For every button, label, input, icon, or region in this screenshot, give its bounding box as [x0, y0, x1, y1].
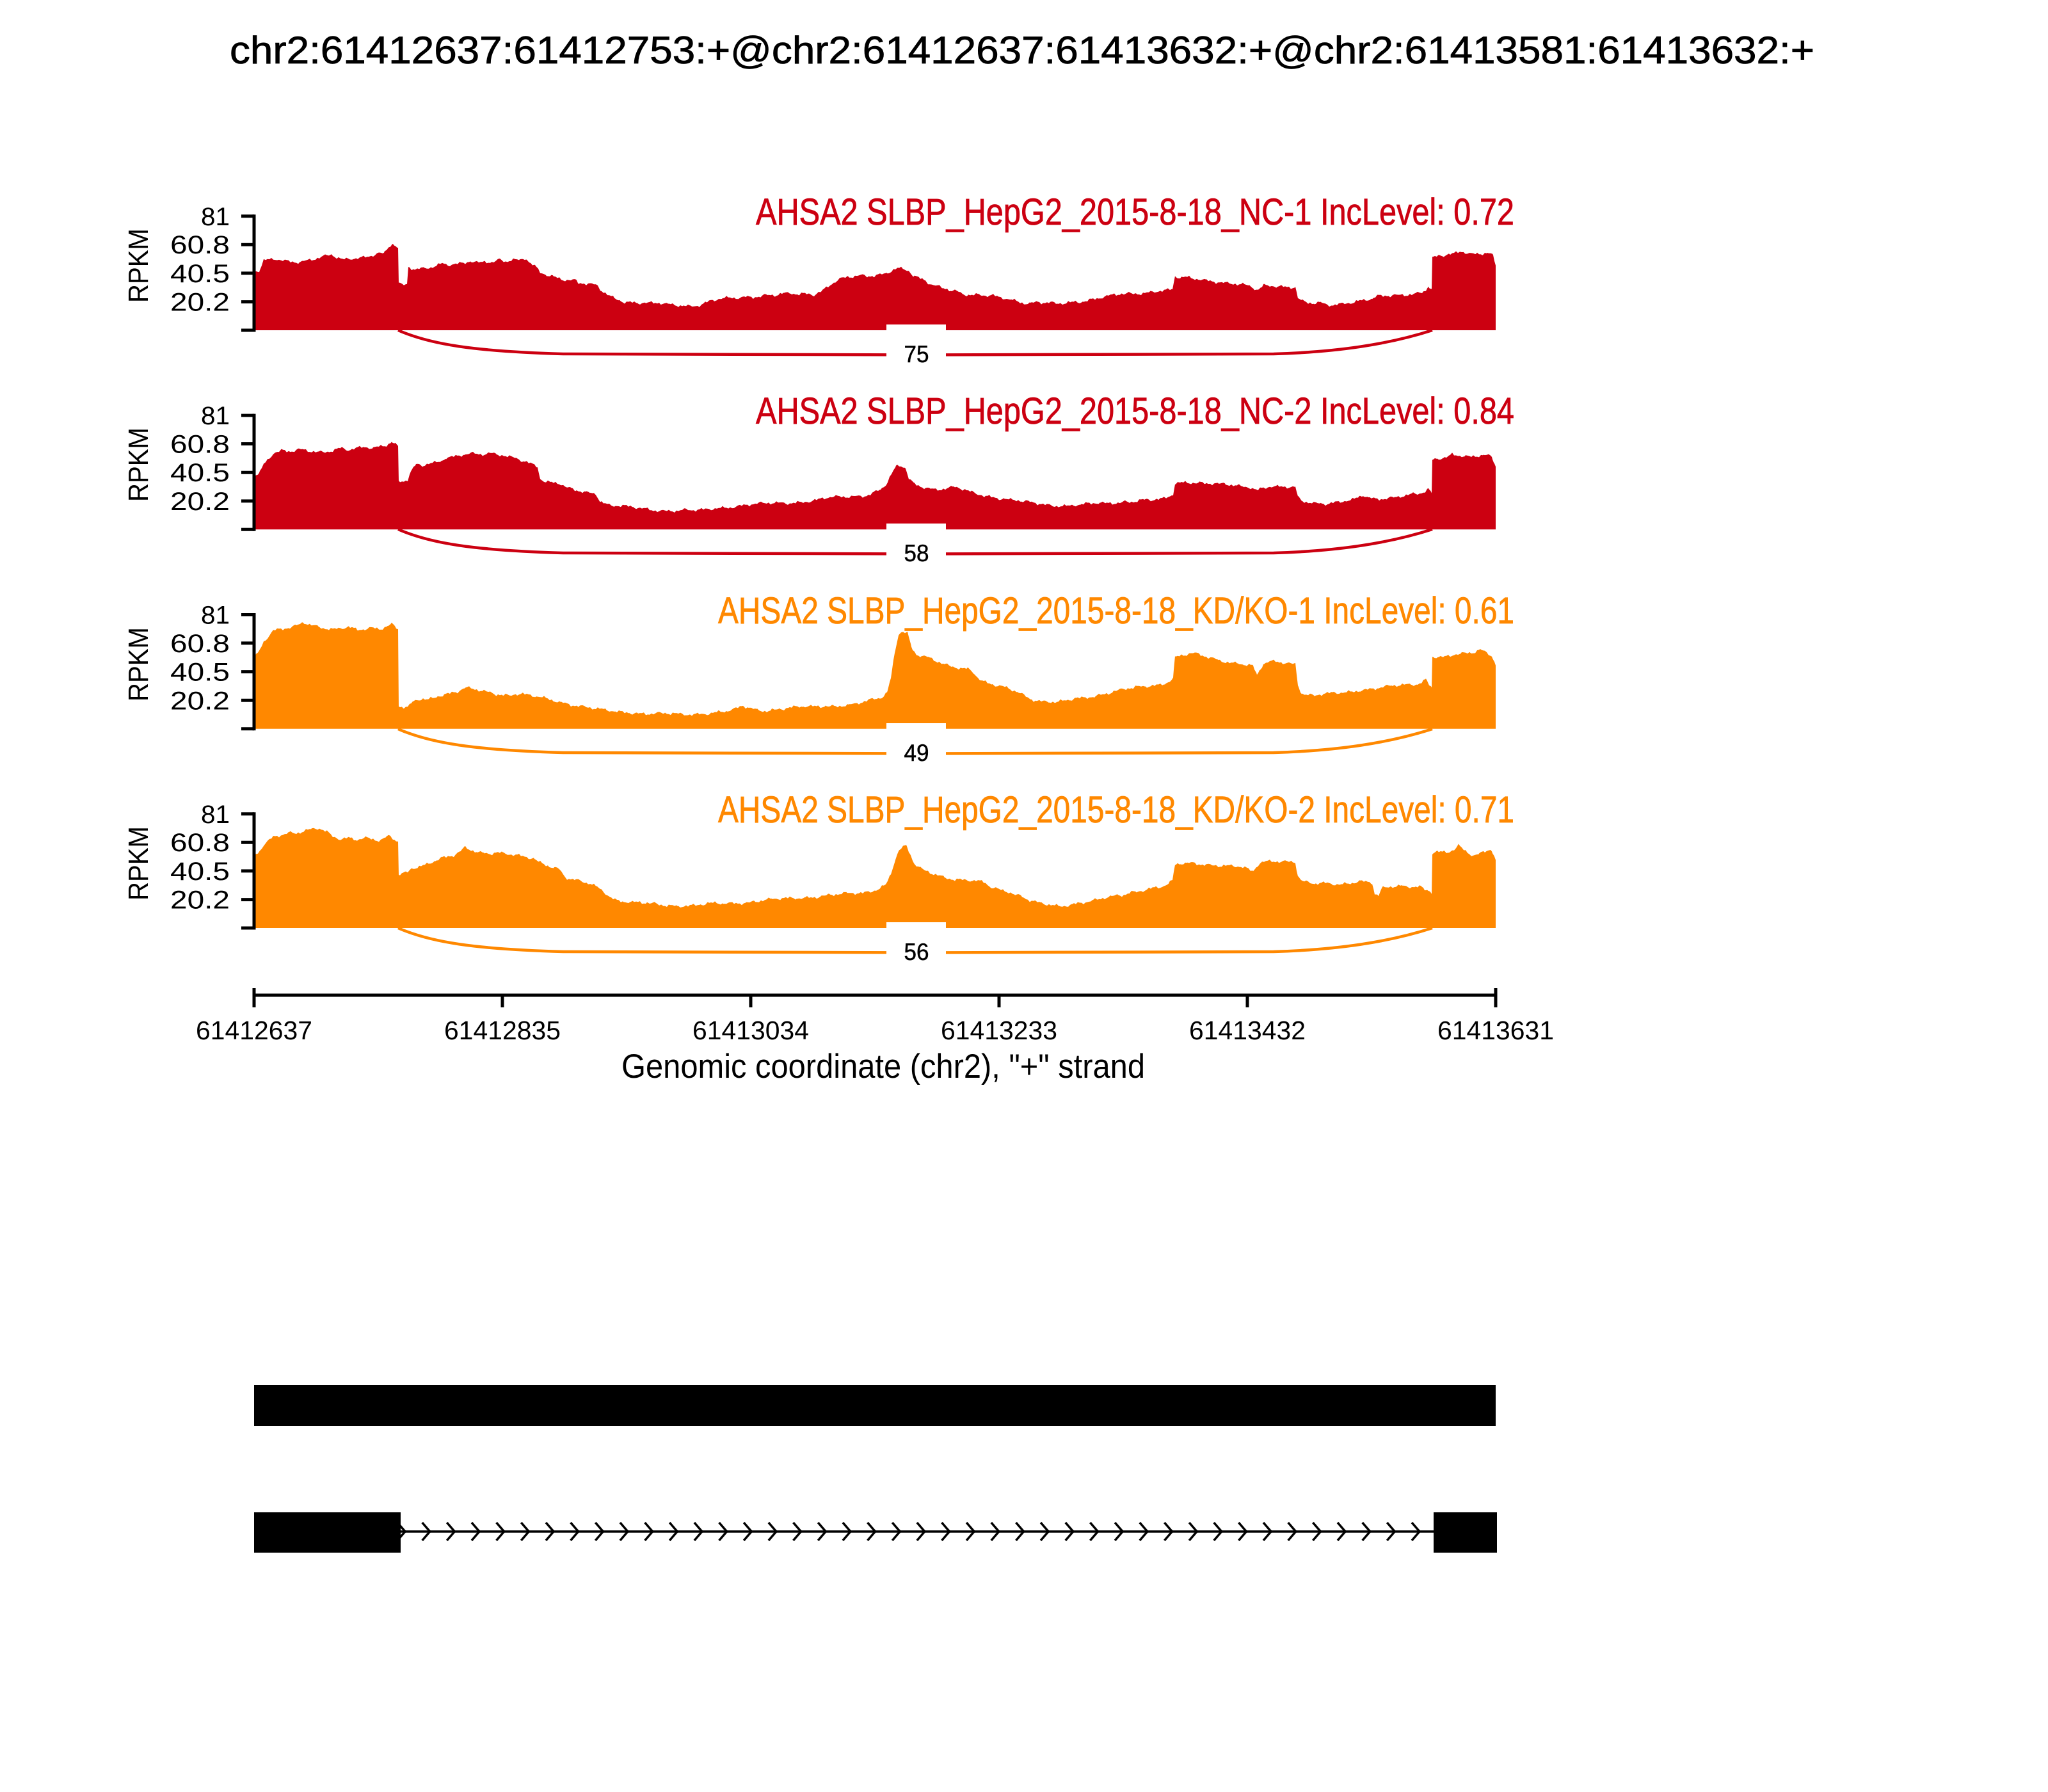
svg-text:81: 81	[201, 203, 230, 231]
svg-text:chr2:61412637:61412753:+@chr2:: chr2:61412637:61412753:+@chr2:61412637:6…	[230, 29, 1814, 72]
svg-text:60.8: 60.8	[170, 431, 230, 459]
svg-text:20.2: 20.2	[170, 289, 230, 317]
svg-text:75: 75	[904, 341, 929, 367]
svg-text:81: 81	[201, 402, 230, 430]
svg-text:40.5: 40.5	[170, 459, 230, 487]
svg-text:AHSA2 SLBP_HepG2_2015-8-18_KD/: AHSA2 SLBP_HepG2_2015-8-18_KD/KO-2 IncLe…	[718, 789, 1514, 831]
svg-text:61412637: 61412637	[196, 1016, 312, 1045]
svg-text:56: 56	[904, 939, 929, 965]
svg-text:RPKM: RPKM	[123, 428, 154, 502]
svg-text:AHSA2 SLBP_HepG2_2015-8-18_KD/: AHSA2 SLBP_HepG2_2015-8-18_KD/KO-1 IncLe…	[718, 590, 1514, 632]
svg-text:81: 81	[201, 801, 230, 829]
svg-text:40.5: 40.5	[170, 260, 230, 288]
svg-text:60.8: 60.8	[170, 231, 230, 259]
svg-text:58: 58	[904, 540, 929, 566]
svg-text:49: 49	[904, 740, 929, 766]
svg-text:61413631: 61413631	[1437, 1016, 1554, 1045]
svg-text:60.8: 60.8	[170, 829, 230, 857]
svg-text:Genomic coordinate (chr2), "+": Genomic coordinate (chr2), "+" strand	[621, 1048, 1145, 1085]
svg-text:20.2: 20.2	[170, 687, 230, 715]
svg-text:20.2: 20.2	[170, 886, 230, 915]
svg-text:40.5: 40.5	[170, 659, 230, 687]
svg-text:40.5: 40.5	[170, 858, 230, 886]
svg-text:AHSA2 SLBP_HepG2_2015-8-18_NC-: AHSA2 SLBP_HepG2_2015-8-18_NC-1 IncLevel…	[756, 191, 1514, 233]
svg-text:20.2: 20.2	[170, 488, 230, 516]
svg-text:60.8: 60.8	[170, 630, 230, 658]
svg-text:AHSA2 SLBP_HepG2_2015-8-18_NC-: AHSA2 SLBP_HepG2_2015-8-18_NC-2 IncLevel…	[756, 390, 1514, 432]
svg-text:RPKM: RPKM	[123, 228, 154, 303]
svg-text:61413233: 61413233	[941, 1016, 1057, 1045]
svg-text:RPKM: RPKM	[123, 627, 154, 701]
svg-text:81: 81	[201, 602, 230, 630]
svg-text:61413432: 61413432	[1189, 1016, 1306, 1045]
svg-text:RPKM: RPKM	[123, 826, 154, 900]
svg-text:61413034: 61413034	[692, 1016, 809, 1045]
svg-text:61412835: 61412835	[444, 1016, 561, 1045]
